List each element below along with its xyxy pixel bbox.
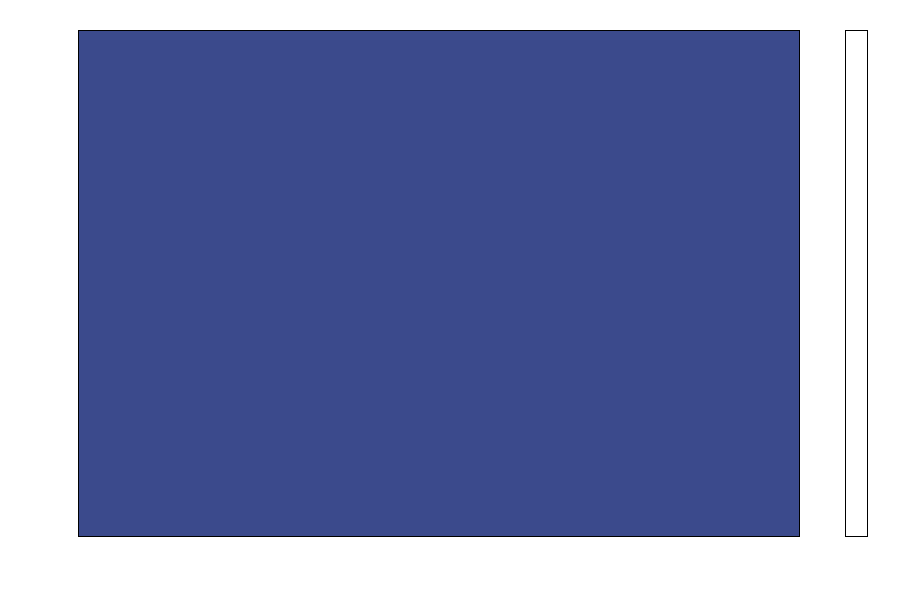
- colorbar-gradient: [846, 31, 867, 536]
- colorbar: [845, 30, 868, 537]
- plot-area: [78, 30, 800, 537]
- heatmap-canvas: [79, 31, 799, 536]
